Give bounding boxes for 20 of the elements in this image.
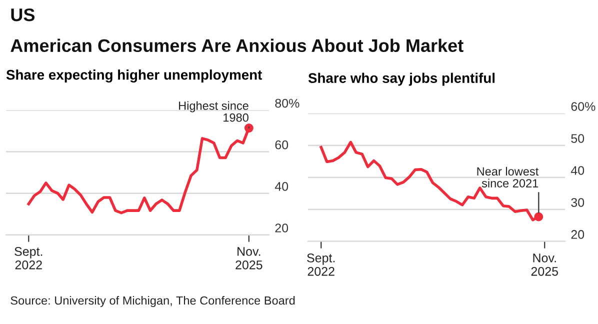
chart-title: Share expecting higher unemployment (6, 70, 262, 83)
annotation: Near lowest since 2021 (477, 166, 539, 188)
y-tick-label: 30 (571, 198, 584, 207)
x-tick-label: Nov. 2025 (236, 247, 262, 270)
y-tick-label: 60% (571, 102, 596, 111)
text: US (11, 8, 35, 22)
y-tick-label: 40 (274, 182, 288, 191)
y-tick-label: 80% (275, 98, 300, 108)
y-tick-label: 20 (275, 224, 288, 232)
x-tick-label: Sept. 2022 (14, 247, 42, 270)
y-tick-label: 20 (571, 230, 584, 239)
y-tick-label: 60 (275, 140, 288, 150)
chart-title: Share who say jobs plentiful (308, 72, 495, 86)
y-tick-label: 40 (570, 166, 584, 175)
annotation: Highest since 1980 (179, 101, 248, 122)
source-note: Source: University of Michigan, The Conference Board (10, 296, 295, 308)
y-tick-label: 50 (571, 134, 584, 143)
x-tick-label: Sept. 2022 (307, 254, 335, 276)
x-tick-label: Nov. 2025 (531, 254, 558, 276)
text: American Consumers Are Anxious About Job Market (10, 38, 464, 52)
